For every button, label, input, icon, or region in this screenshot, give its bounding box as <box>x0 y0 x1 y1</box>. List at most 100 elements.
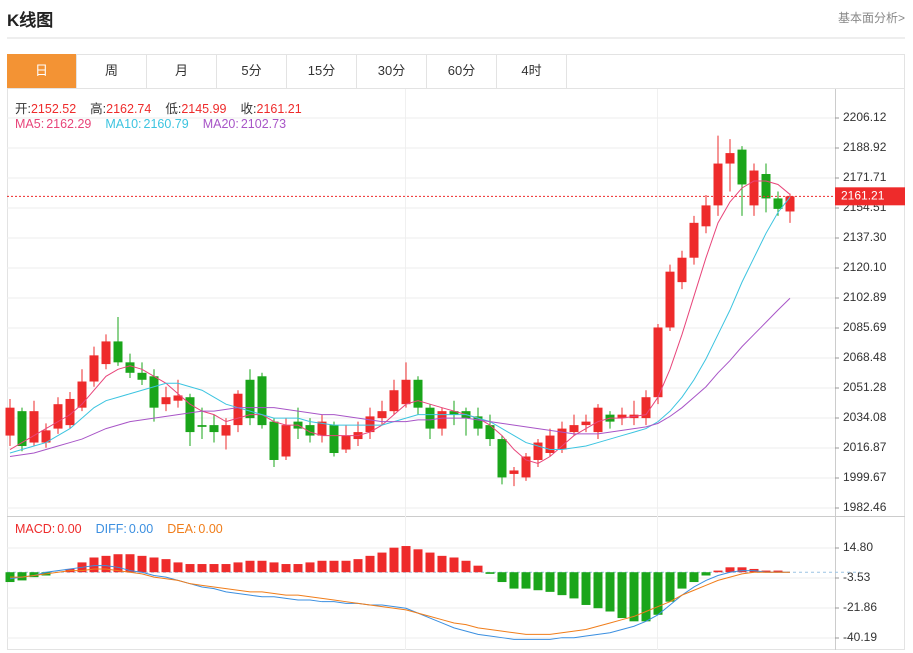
candle-body <box>89 355 99 382</box>
macd-bar <box>449 557 459 573</box>
candle-body <box>677 257 687 283</box>
tab[interactable]: 4时 <box>497 54 567 88</box>
macd-bar <box>617 572 627 619</box>
macd-bar <box>281 564 291 573</box>
y-tick-label: 2188.92 <box>843 140 887 154</box>
macd-bar <box>209 564 219 573</box>
macd-bar <box>341 560 351 573</box>
macd-bar <box>89 557 99 573</box>
candle-body <box>257 376 267 426</box>
candle-body <box>197 425 207 427</box>
candle-body <box>341 435 351 450</box>
y-tick-label: 2120.10 <box>843 260 887 274</box>
candle-body <box>545 435 555 454</box>
legend-name: MA10: <box>105 117 142 131</box>
ohlc-item: 高:2162.74 <box>90 102 153 116</box>
y-tick-label: 1982.46 <box>843 500 887 514</box>
candle-body <box>617 414 627 419</box>
candle-body <box>113 341 123 363</box>
tab[interactable]: 30分 <box>357 54 427 88</box>
tab[interactable]: 5分 <box>217 54 287 88</box>
y-tick-label: 2051.28 <box>843 380 887 394</box>
macd-bar <box>629 572 639 622</box>
y-tick-label: 2171.71 <box>843 170 887 184</box>
y-tick-label: 2034.08 <box>843 410 887 424</box>
macd-bar <box>401 546 411 573</box>
tab[interactable]: 月 <box>147 54 217 88</box>
candle-body <box>785 196 795 212</box>
legend-name: MA5: <box>15 117 45 131</box>
candle-body <box>773 198 783 209</box>
candle-body <box>509 470 519 474</box>
price-tag-label: 2161.21 <box>841 188 885 202</box>
macd-bar <box>641 572 651 622</box>
candle-body <box>137 372 147 380</box>
macd-bar <box>761 570 771 573</box>
legend-item: MA20: 2102.73 <box>203 117 288 131</box>
candle-body <box>185 397 195 433</box>
tab[interactable]: 60分 <box>427 54 497 88</box>
macd-bar <box>497 572 507 583</box>
candle-body <box>653 327 663 398</box>
tab[interactable]: 周 <box>77 54 147 88</box>
macd-bar <box>509 572 519 589</box>
candle-body <box>377 411 387 419</box>
price-tag <box>835 187 905 206</box>
candle-body <box>557 428 567 450</box>
candle-body <box>737 149 747 185</box>
tab[interactable]: 日 <box>7 54 77 88</box>
legend-value: 0.00 <box>128 522 154 536</box>
macd-bar <box>125 554 135 573</box>
page-title: K线图 <box>7 11 54 30</box>
macd-bar <box>413 549 423 573</box>
macd-bar <box>425 552 435 573</box>
legend-name: MA20: <box>202 117 239 131</box>
candle-body <box>641 397 651 419</box>
macd-bar <box>569 572 579 599</box>
macd-bar <box>437 555 447 573</box>
candle-body <box>317 421 327 436</box>
macd-bar <box>233 562 243 573</box>
macd-bar <box>701 572 711 576</box>
ohlc-item: 收:2161.21 <box>241 102 304 116</box>
y-tick-label: 2102.89 <box>843 290 887 304</box>
macd-bar <box>173 562 183 573</box>
macd-bar <box>581 572 591 605</box>
macd-bar <box>305 562 315 573</box>
ma-line <box>9 297 791 457</box>
candle-body <box>521 456 531 478</box>
fundamental-link[interactable]: 基本面分析> <box>837 11 905 25</box>
candle-body <box>161 397 171 405</box>
chart-frame <box>7 54 905 650</box>
ohlc-label: 开: <box>15 102 31 116</box>
y-tick-label: 2068.48 <box>843 350 887 364</box>
candle-body <box>77 381 87 408</box>
candle-body <box>281 425 291 457</box>
candle-body <box>173 395 183 401</box>
candle-body <box>665 271 675 328</box>
macd-bar <box>485 572 495 574</box>
candle-body <box>365 416 375 433</box>
macd-bar <box>185 564 195 573</box>
ohlc-value: 2162.74 <box>106 102 152 116</box>
legend-value: 2162.29 <box>46 117 92 131</box>
candle-body <box>401 379 411 405</box>
macd-bar <box>221 564 231 573</box>
legend-item: DEA: 0.00 <box>167 522 225 536</box>
candle-body <box>65 398 75 426</box>
macd-bar <box>389 547 399 573</box>
macd-bar <box>329 560 339 573</box>
candle-body <box>497 439 507 478</box>
macd-bar <box>545 572 555 592</box>
y-tick-label: -40.19 <box>843 630 877 644</box>
candle-body <box>305 425 315 436</box>
candle-body <box>749 170 759 206</box>
macd-bar <box>245 560 255 573</box>
tab[interactable]: 15分 <box>287 54 357 88</box>
macd-bar <box>257 560 267 573</box>
macd-bar <box>101 555 111 573</box>
ohlc-label: 低: <box>165 102 182 116</box>
candle-body <box>413 379 423 408</box>
macd-bar <box>593 572 603 609</box>
